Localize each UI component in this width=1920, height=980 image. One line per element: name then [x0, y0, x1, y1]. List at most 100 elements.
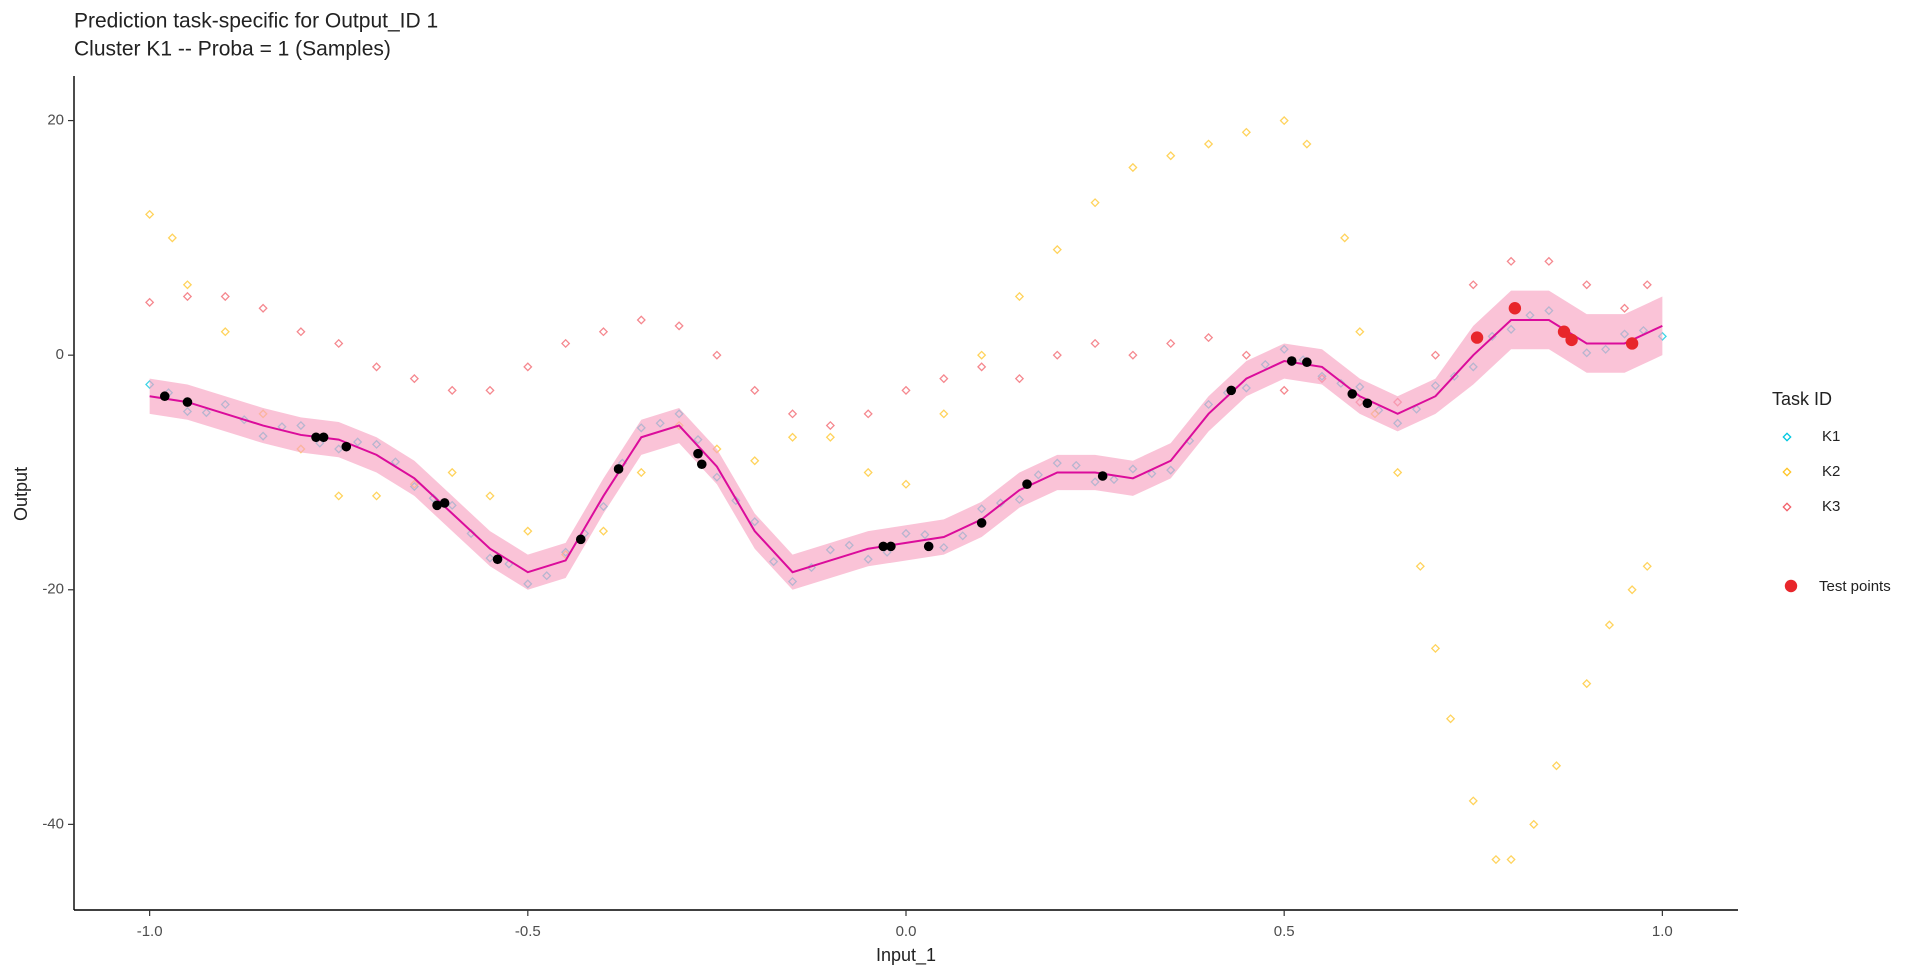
- data-point: [977, 362, 987, 372]
- training-point: [318, 432, 329, 443]
- data-point: [561, 338, 571, 349]
- prediction-line: [149, 318, 1663, 574]
- data-point: [674, 321, 684, 331]
- legend-swatch: [1784, 579, 1798, 593]
- data-point: [1619, 303, 1630, 313]
- data-point: [182, 280, 193, 290]
- x-tick-label: 0.5: [1274, 923, 1295, 940]
- y-tick-label: -20: [42, 581, 64, 598]
- data-point: [1128, 350, 1138, 360]
- data-point: [1506, 854, 1516, 865]
- data-point: [371, 491, 382, 501]
- data-point: [712, 350, 722, 360]
- data-point: [1445, 714, 1456, 724]
- data-point: [296, 327, 306, 337]
- data-point: [787, 409, 798, 419]
- data-point: [1203, 139, 1214, 149]
- data-point: [1491, 854, 1501, 865]
- legend: K1 K2 K3 Test points: [1782, 428, 1891, 595]
- training-point: [432, 500, 442, 511]
- data-point: [145, 209, 155, 220]
- training-point: [878, 541, 889, 552]
- data-point: [939, 374, 949, 384]
- data-point: [901, 385, 911, 395]
- prediction-band: [149, 290, 1663, 590]
- data-point: [1340, 233, 1350, 243]
- legend-swatch: [1782, 467, 1792, 477]
- training-point: [613, 464, 624, 474]
- x-tick-label: -0.5: [515, 923, 541, 940]
- data-point: [220, 327, 230, 337]
- data-point: [598, 526, 609, 536]
- data-point: [750, 385, 760, 395]
- data-point: [977, 350, 987, 360]
- data-point: [485, 491, 495, 501]
- legend-label: K3: [1822, 498, 1840, 515]
- data-point: [825, 432, 835, 442]
- data-point: [1544, 256, 1554, 266]
- chart-title: Prediction task-specific for Output_ID 1: [74, 10, 438, 33]
- data-point: [1627, 585, 1637, 595]
- training-point: [1286, 356, 1297, 366]
- training-point: [159, 391, 170, 402]
- data-point: [1430, 350, 1441, 360]
- test-point: [1625, 337, 1639, 350]
- data-point: [901, 479, 911, 489]
- training-point: [311, 432, 321, 443]
- data-point: [1241, 127, 1251, 137]
- data-point: [1241, 350, 1251, 360]
- data-point: [1302, 139, 1312, 149]
- data-point: [1468, 796, 1478, 806]
- training-point: [886, 541, 896, 552]
- data-point: [1506, 256, 1516, 266]
- data-point: [1582, 280, 1592, 290]
- test-point: [1508, 302, 1522, 315]
- legend-label: Test points: [1819, 578, 1891, 595]
- data-point: [334, 338, 344, 349]
- data-point: [1128, 162, 1138, 173]
- data-point: [1468, 280, 1478, 290]
- training-point: [341, 441, 352, 452]
- data-point: [1090, 198, 1100, 208]
- data-point: [825, 420, 835, 431]
- data-point: [1052, 245, 1062, 255]
- data-point: [1014, 291, 1025, 302]
- data-point: [1430, 643, 1441, 654]
- data-point: [1551, 761, 1562, 771]
- legend-swatch: [1782, 502, 1792, 512]
- data-point: [1279, 115, 1289, 126]
- training-point: [696, 459, 707, 470]
- training-point: [492, 554, 503, 565]
- data-point: [447, 467, 457, 478]
- data-point: [334, 491, 344, 501]
- test-point: [1565, 333, 1578, 347]
- test-point: [1557, 325, 1571, 338]
- data-point: [863, 409, 873, 419]
- data-point: [1090, 338, 1100, 349]
- data-point: [1203, 332, 1214, 343]
- data-point: [1279, 385, 1289, 395]
- x-tick-label: 1.0: [1652, 923, 1673, 940]
- data-point: [863, 467, 873, 478]
- legend-label: K2: [1822, 463, 1840, 480]
- training-point: [923, 541, 934, 552]
- training-point: [1022, 479, 1032, 490]
- data-point: [636, 315, 646, 325]
- plot-area: -1.0 -0.5 0.0 0.5 1.0 -40 -20 0 20: [42, 76, 1738, 940]
- data-point: [1355, 327, 1365, 337]
- training-point: [1362, 398, 1373, 409]
- data-point: [1052, 350, 1062, 360]
- data-point: [1582, 679, 1592, 689]
- x-axis-title: Input_1: [876, 945, 936, 966]
- x-tick-label: -1.0: [137, 923, 163, 940]
- training-point: [439, 498, 450, 508]
- legend-label: K1: [1822, 428, 1840, 445]
- data-point: [167, 233, 177, 243]
- training-point: [1226, 385, 1237, 396]
- data-point: [447, 385, 457, 395]
- data-point: [485, 385, 495, 395]
- training-point: [1347, 389, 1358, 399]
- y-tick-label: -40: [42, 815, 64, 832]
- legend-swatch: [1782, 432, 1792, 442]
